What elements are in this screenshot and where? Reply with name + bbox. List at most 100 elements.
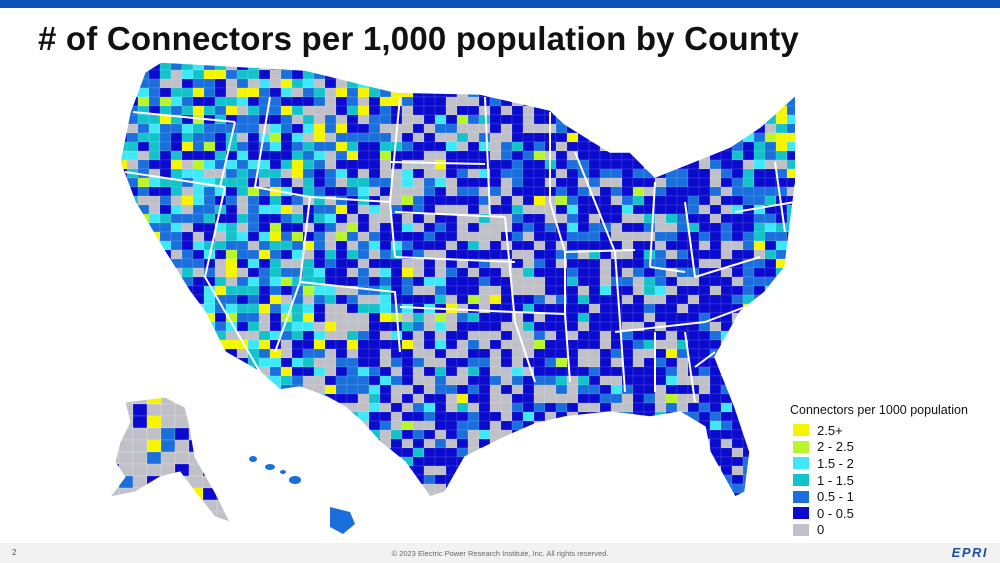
county-cell	[215, 52, 226, 61]
county-cell	[676, 87, 689, 98]
county-cell	[577, 366, 590, 377]
county-cell	[225, 69, 238, 80]
county-cell	[423, 222, 436, 233]
county-cell	[742, 213, 755, 224]
county-cell	[445, 249, 458, 260]
county-cell	[202, 403, 218, 417]
county-cell	[764, 132, 777, 143]
county-cell	[577, 456, 590, 467]
county-cell	[216, 487, 230, 501]
county-cell	[621, 348, 634, 359]
county-cell	[698, 87, 711, 98]
county-cell	[456, 195, 469, 206]
county-cell	[533, 483, 546, 494]
county-cell	[544, 231, 557, 242]
county-cell	[467, 330, 480, 341]
county-cell	[105, 295, 116, 304]
county-cell	[281, 52, 292, 61]
county-cell	[720, 249, 733, 260]
county-cell	[632, 231, 645, 242]
county-cell	[379, 357, 392, 368]
county-cell	[445, 168, 458, 179]
county-cell	[413, 52, 424, 61]
county-cell	[709, 213, 722, 224]
county-cell	[182, 52, 193, 61]
county-cell	[753, 222, 766, 233]
county-cell	[467, 222, 480, 233]
county-cell	[159, 87, 172, 98]
county-cell	[742, 366, 755, 377]
county-cell	[478, 375, 491, 386]
county-cell	[203, 69, 216, 80]
county-cell	[390, 186, 403, 197]
county-cell	[159, 276, 172, 287]
county-cell	[456, 348, 469, 359]
county-cell	[544, 483, 557, 494]
county-cell	[159, 159, 172, 170]
county-cell	[555, 447, 568, 458]
county-cell	[522, 150, 535, 161]
county-cell	[181, 231, 194, 242]
county-cell	[280, 249, 293, 260]
county-cell	[676, 357, 689, 368]
county-cell	[566, 87, 579, 98]
county-cell	[217, 524, 231, 536]
county-cell	[500, 87, 513, 98]
county-cell	[500, 438, 513, 449]
county-cell	[280, 195, 293, 206]
county-cell	[313, 267, 326, 278]
county-cell	[511, 447, 524, 458]
county-cell	[269, 447, 282, 458]
county-cell	[775, 312, 788, 323]
county-cell	[721, 511, 732, 520]
county-cell	[709, 69, 722, 80]
county-cell	[110, 463, 120, 477]
county-cell	[731, 231, 744, 242]
county-cell	[621, 87, 634, 98]
county-cell	[599, 474, 612, 485]
county-cell	[533, 96, 546, 107]
county-cell	[775, 249, 788, 260]
county-cell	[379, 123, 392, 134]
county-cell	[159, 123, 172, 134]
county-cell	[654, 231, 667, 242]
county-cell	[291, 168, 304, 179]
county-cell	[159, 357, 172, 368]
county-cell	[291, 366, 304, 377]
county-cell	[412, 438, 425, 449]
county-cell	[478, 402, 491, 413]
county-cell	[533, 258, 546, 269]
county-cell	[225, 267, 238, 278]
county-cell	[720, 132, 733, 143]
county-cell	[764, 438, 777, 449]
county-cell	[170, 276, 183, 287]
county-cell	[500, 123, 513, 134]
county-cell	[379, 249, 392, 260]
county-cell	[137, 240, 150, 251]
county-cell	[753, 384, 766, 395]
county-cell	[357, 483, 370, 494]
county-cell	[467, 465, 480, 476]
county-cell	[544, 258, 557, 269]
county-cell	[500, 285, 513, 296]
county-cell	[775, 213, 788, 224]
county-cell	[555, 62, 568, 71]
county-cell	[346, 348, 359, 359]
county-cell	[665, 96, 678, 107]
county-cell	[665, 474, 678, 485]
county-cell	[401, 429, 414, 440]
county-cell	[555, 438, 568, 449]
county-cell	[709, 393, 722, 404]
county-cell	[654, 312, 667, 323]
county-cell	[698, 204, 711, 215]
county-cell	[688, 511, 699, 520]
county-cell	[269, 159, 282, 170]
county-cell	[412, 177, 425, 188]
county-cell	[105, 250, 116, 259]
county-cell	[170, 492, 183, 497]
county-cell	[368, 294, 381, 305]
county-cell	[412, 213, 425, 224]
county-cell	[313, 123, 326, 134]
county-cell	[786, 132, 795, 143]
county-cell	[105, 331, 116, 340]
